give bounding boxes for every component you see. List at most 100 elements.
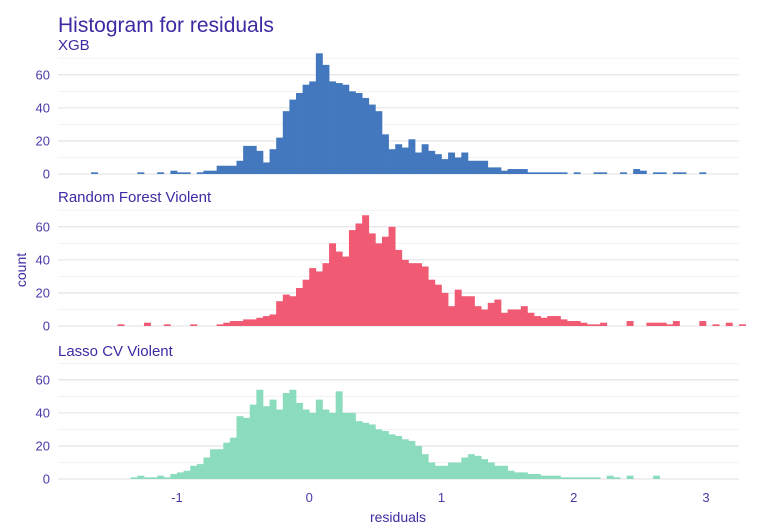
histogram-bar — [196, 464, 204, 479]
histogram-bar — [170, 474, 178, 479]
y-tick-label: 60 — [36, 219, 50, 234]
histogram-bar — [355, 223, 363, 326]
histogram-bar — [216, 449, 224, 479]
x-axis-ticks: -1 0 1 2 3 — [171, 490, 709, 505]
histogram-bar — [540, 172, 548, 174]
histogram-bar — [329, 81, 337, 174]
histogram-bar — [315, 271, 323, 326]
histogram-bar — [739, 324, 746, 326]
histogram-bar — [646, 322, 654, 326]
histogram-bar — [381, 236, 389, 326]
histogram-bar — [560, 477, 568, 479]
histogram-bar — [494, 167, 502, 174]
histogram-bar — [289, 296, 297, 326]
histogram-bar — [421, 266, 429, 326]
histogram-bar — [296, 402, 303, 479]
histogram-bar — [487, 462, 495, 479]
histogram-bar — [461, 152, 469, 174]
histogram-bar — [269, 149, 277, 174]
panel-title-random-forest: Random Forest Violent — [58, 189, 212, 206]
histogram-bar — [600, 322, 608, 326]
histogram-bar — [580, 477, 588, 479]
histogram-bar — [448, 306, 456, 326]
x-axis-label: residuals — [370, 509, 426, 525]
histogram-bar — [355, 421, 363, 479]
x-tick-label: 0 — [306, 490, 313, 505]
histogram-bar — [388, 226, 396, 326]
histogram-bar — [401, 147, 409, 174]
histogram-bar — [183, 172, 191, 174]
histogram-bar — [507, 470, 515, 479]
histogram-bar — [593, 172, 601, 174]
histogram-bar — [276, 409, 284, 479]
histogram-bar — [302, 279, 310, 326]
histogram-bar — [672, 172, 680, 174]
y-tick-label: 0 — [43, 167, 50, 182]
histogram-bar — [348, 230, 356, 326]
histogram-bar — [679, 172, 687, 174]
histogram-bar — [573, 477, 581, 479]
panel-title-lasso: Lasso CV Violent — [58, 343, 174, 360]
histogram-bar — [243, 319, 251, 326]
histogram-bar — [190, 324, 198, 326]
histogram-bar — [454, 157, 462, 174]
y-tick-label: 0 — [43, 472, 50, 487]
histogram-bar — [448, 462, 456, 479]
histogram-bar — [434, 284, 442, 326]
histogram-bar — [229, 321, 237, 326]
histogram-bar — [177, 172, 184, 174]
y-axis-label: count — [13, 253, 29, 287]
histogram-bar — [428, 462, 436, 479]
histogram-bar — [666, 324, 674, 326]
histogram-bar — [342, 256, 350, 326]
histogram-bar — [461, 296, 469, 326]
histogram-bar — [395, 144, 403, 174]
y-tick-label: 20 — [36, 438, 50, 453]
histogram-bar — [454, 289, 462, 326]
x-tick-label: -1 — [171, 490, 183, 505]
histogram-bar — [467, 454, 475, 479]
histogram-bar — [276, 301, 284, 326]
histogram-bar — [653, 172, 661, 174]
histogram-bar — [593, 324, 601, 326]
histogram-bar — [296, 92, 303, 174]
histogram-bar — [388, 434, 396, 479]
y-tick-label: 20 — [36, 133, 50, 148]
histogram-bar — [560, 319, 568, 326]
histogram-bar — [408, 139, 416, 174]
histogram-bar — [256, 317, 264, 326]
histogram-bar — [315, 399, 323, 479]
histogram-bar — [712, 324, 720, 326]
histogram-bar — [520, 169, 528, 174]
histogram-bar — [236, 321, 244, 326]
histogram-bar — [282, 393, 290, 479]
histogram-bar — [395, 249, 403, 326]
histogram-bar — [223, 165, 231, 174]
histogram-bar — [262, 162, 270, 174]
histogram-bar — [157, 172, 165, 174]
histogram-bar — [428, 279, 436, 326]
histogram-bar — [302, 84, 310, 174]
histogram-bar — [593, 477, 601, 479]
histogram-bar — [659, 172, 667, 174]
panel-title-xgb: XGB — [58, 37, 90, 54]
panel-1: 0 20 40 60 — [36, 53, 739, 182]
histogram-bar — [137, 172, 145, 174]
histogram-bar — [507, 169, 515, 174]
histogram-bar — [388, 149, 396, 174]
chart-title: Histogram for residuals — [58, 14, 274, 37]
histogram-bar — [91, 172, 99, 174]
histogram-bar — [170, 170, 178, 174]
histogram-bar — [375, 243, 383, 326]
histogram-bar — [203, 457, 211, 479]
histogram-bar — [534, 316, 541, 326]
histogram-bar — [322, 64, 330, 174]
histogram-bars — [117, 215, 746, 326]
histogram-bar — [606, 475, 614, 479]
x-tick-label: 2 — [570, 490, 577, 505]
histogram-bar — [428, 150, 436, 174]
histogram-bar — [348, 412, 356, 479]
histogram-bar — [461, 457, 469, 479]
histogram-bar — [441, 465, 449, 479]
histogram-bar — [289, 99, 297, 174]
